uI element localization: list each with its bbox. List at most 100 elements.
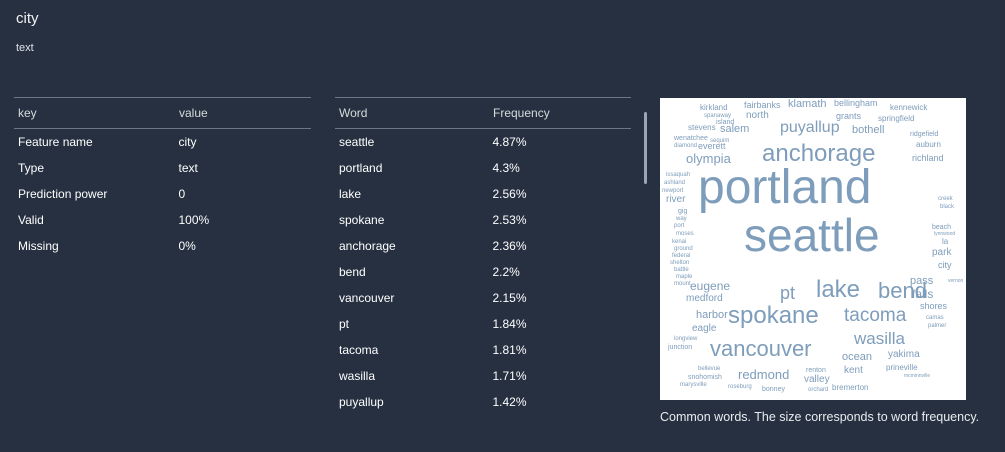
column-header-frequency: Frequency xyxy=(488,97,631,129)
cloud-word: diamond xyxy=(674,143,698,149)
cell-frequency: 1.71% xyxy=(492,369,527,383)
cell-frequency: 2.15% xyxy=(492,291,527,305)
table-row: tacoma 1.81% xyxy=(335,337,631,363)
table-row: Missing 0% xyxy=(14,233,311,259)
cloud-word: bonney xyxy=(762,386,785,393)
cloud-word: gig xyxy=(678,208,688,215)
cloud-word: kennewick xyxy=(890,103,928,112)
cloud-word: salem xyxy=(720,123,750,135)
cloud-word: ground xyxy=(674,246,693,252)
cloud-word: pass xyxy=(910,275,934,287)
cell-word: portland xyxy=(339,161,383,175)
cell-value: 0 xyxy=(178,187,186,201)
cloud-word: creek xyxy=(938,196,953,202)
cell-frequency: 1.42% xyxy=(492,395,527,409)
table-row: Feature name city xyxy=(14,129,311,156)
cloud-word: river xyxy=(666,194,686,205)
cloud-word: klamath xyxy=(788,98,827,110)
cloud-word: city xyxy=(938,260,952,270)
cloud-word: lake xyxy=(816,276,861,303)
cloud-word: eugene xyxy=(690,279,731,293)
table-row: pt 1.84% xyxy=(335,311,631,337)
cloud-word: vernon xyxy=(948,278,964,284)
cloud-word: auburn xyxy=(916,140,941,149)
cell-frequency: 1.84% xyxy=(492,317,527,331)
column-header-value: value xyxy=(174,97,311,129)
cloud-word: camas xyxy=(926,315,944,321)
table-header-row: key value xyxy=(14,97,311,129)
cloud-word: kirkland xyxy=(700,103,728,112)
cloud-word: bremerton xyxy=(832,383,869,392)
cell-frequency: 4.3% xyxy=(492,161,520,175)
cloud-word: junction xyxy=(668,344,693,351)
cloud-word: everett xyxy=(698,141,726,151)
cell-word: anchorage xyxy=(339,239,396,253)
cloud-word: mount xyxy=(674,281,691,287)
cloud-word: federal xyxy=(672,253,691,259)
cloud-word: anchorage xyxy=(762,140,876,167)
column-header-key: key xyxy=(14,97,175,129)
cloud-word: bellingham xyxy=(834,98,878,108)
cloud-word: north xyxy=(746,110,769,121)
frequency-table-scrollbar[interactable] xyxy=(644,112,647,184)
cloud-word: redmond xyxy=(738,367,790,382)
cloud-word: la xyxy=(942,237,949,246)
page-title: city xyxy=(16,10,39,27)
cell-frequency: 1.81% xyxy=(492,343,527,357)
cloud-word: sequim xyxy=(710,138,730,144)
cloud-word: wasilla xyxy=(854,329,906,348)
cloud-word: richland xyxy=(912,153,944,163)
cloud-word: way xyxy=(676,216,687,222)
cloud-word: kenai xyxy=(672,239,687,245)
cloud-word: battle xyxy=(674,267,689,273)
cloud-word: mcminnville xyxy=(904,373,931,379)
cloud-word: maple xyxy=(676,274,693,280)
cell-key: Type xyxy=(18,161,45,175)
cell-word: wasilla xyxy=(339,369,376,383)
word-cloud-caption: Common words. The size corresponds to wo… xyxy=(660,410,980,424)
feature-type-label: text xyxy=(16,42,34,54)
cell-frequency: 2.53% xyxy=(492,213,527,227)
table-row: seattle 4.87% xyxy=(335,129,631,156)
cloud-word: renton xyxy=(806,367,826,374)
cloud-word: orchard xyxy=(808,387,829,393)
cell-value: text xyxy=(178,161,198,175)
cell-key: Missing xyxy=(18,239,59,253)
cloud-word: island xyxy=(716,119,735,126)
cloud-word: ocean xyxy=(842,351,872,363)
column-header-word: Word xyxy=(335,97,489,129)
cloud-word: harbor xyxy=(696,309,728,321)
cell-key: Prediction power xyxy=(18,187,108,201)
word-cloud-image: kirkland fairbanks klamath bellingham kennew… xyxy=(660,98,966,400)
cloud-word: yakima xyxy=(888,349,920,360)
table-row: portland 4.3% xyxy=(335,155,631,181)
cloud-word: port xyxy=(674,223,685,229)
cell-value: city xyxy=(178,135,197,149)
cloud-word: eagle xyxy=(692,323,717,334)
cell-word: puyallup xyxy=(339,395,384,409)
cell-key: Feature name xyxy=(18,135,93,149)
cloud-word: stevens xyxy=(688,123,716,132)
cloud-word: lynnwood xyxy=(934,231,956,237)
cell-word: spokane xyxy=(339,213,385,227)
cloud-word: olympia xyxy=(686,151,731,166)
cell-key: Valid xyxy=(18,213,44,227)
cloud-word: grants xyxy=(836,111,862,121)
cloud-word: puyallup xyxy=(780,119,840,136)
cell-word: bend xyxy=(339,265,366,279)
cell-frequency: 2.2% xyxy=(492,265,520,279)
cloud-word: seattle xyxy=(744,209,880,261)
cloud-word: shelton xyxy=(670,260,690,266)
table-row: Valid 100% xyxy=(14,207,311,233)
cloud-word: beach xyxy=(932,224,952,231)
table-row: Prediction power 0 xyxy=(14,181,311,207)
cloud-word: bend xyxy=(878,278,927,303)
feature-summary-table: key value Feature name city Type text Predic… xyxy=(14,97,311,259)
cloud-word: marysville xyxy=(680,382,707,388)
cloud-word: portland xyxy=(698,161,872,214)
table-row: Type text xyxy=(14,155,311,181)
cell-word: lake xyxy=(339,187,362,201)
cloud-word: bellevue xyxy=(698,366,721,372)
cloud-word: issaquah xyxy=(666,172,691,178)
cloud-word: spanaway xyxy=(704,113,732,119)
